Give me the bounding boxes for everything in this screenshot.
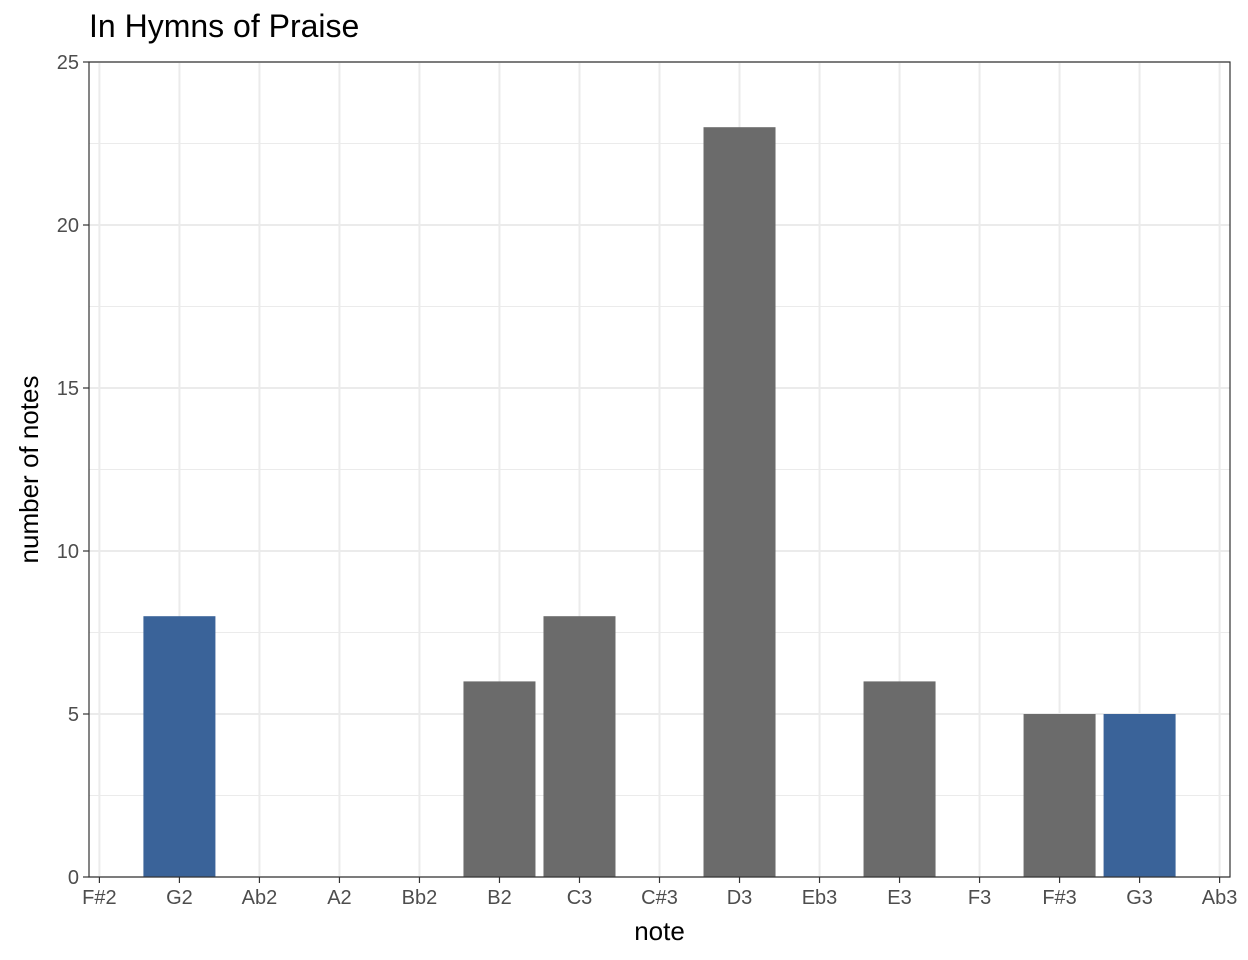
x-tick-label: B2 bbox=[487, 887, 511, 909]
y-tick-label: 20 bbox=[57, 215, 79, 237]
x-tick-label: D3 bbox=[727, 887, 753, 909]
bar-G2 bbox=[143, 616, 216, 877]
bar-G3 bbox=[1103, 714, 1176, 877]
x-tick-label: F#3 bbox=[1042, 887, 1076, 909]
x-axis-title: note bbox=[634, 916, 685, 946]
y-tick-label: 0 bbox=[68, 867, 79, 889]
y-tick-label: 25 bbox=[57, 52, 79, 74]
x-tick-label: G2 bbox=[166, 887, 193, 909]
x-tick-label: Bb2 bbox=[402, 887, 438, 909]
bar-D3 bbox=[703, 127, 776, 877]
x-tick-label: E3 bbox=[887, 887, 911, 909]
y-tick-label: 10 bbox=[57, 541, 79, 563]
x-tick-label: Eb3 bbox=[802, 887, 838, 909]
x-tick-label: F#2 bbox=[82, 887, 116, 909]
bar-F#3 bbox=[1023, 714, 1096, 877]
x-tick-label: G3 bbox=[1126, 887, 1153, 909]
bar-B2 bbox=[463, 681, 536, 877]
bar-C3 bbox=[543, 616, 616, 877]
y-axis-title: number of notes bbox=[14, 376, 44, 564]
chart-title: In Hymns of Praise bbox=[89, 8, 360, 44]
y-tick-label: 15 bbox=[57, 378, 79, 400]
x-tick-label: F3 bbox=[968, 887, 991, 909]
x-tick-label: Ab2 bbox=[242, 887, 278, 909]
x-tick-label: C3 bbox=[567, 887, 593, 909]
x-tick-label: A2 bbox=[327, 887, 351, 909]
bars bbox=[143, 127, 1176, 877]
bar-E3 bbox=[863, 681, 936, 877]
x-tick-label: Ab3 bbox=[1202, 887, 1238, 909]
x-tick-label: C#3 bbox=[641, 887, 678, 909]
axes: 0 5 10 15 20 25 F#2 G2 Ab2 A2 Bb2 B2 C3 C#3 D3 Eb3 E3 F3 F… bbox=[57, 52, 1238, 909]
y-tick-label: 5 bbox=[68, 704, 79, 726]
